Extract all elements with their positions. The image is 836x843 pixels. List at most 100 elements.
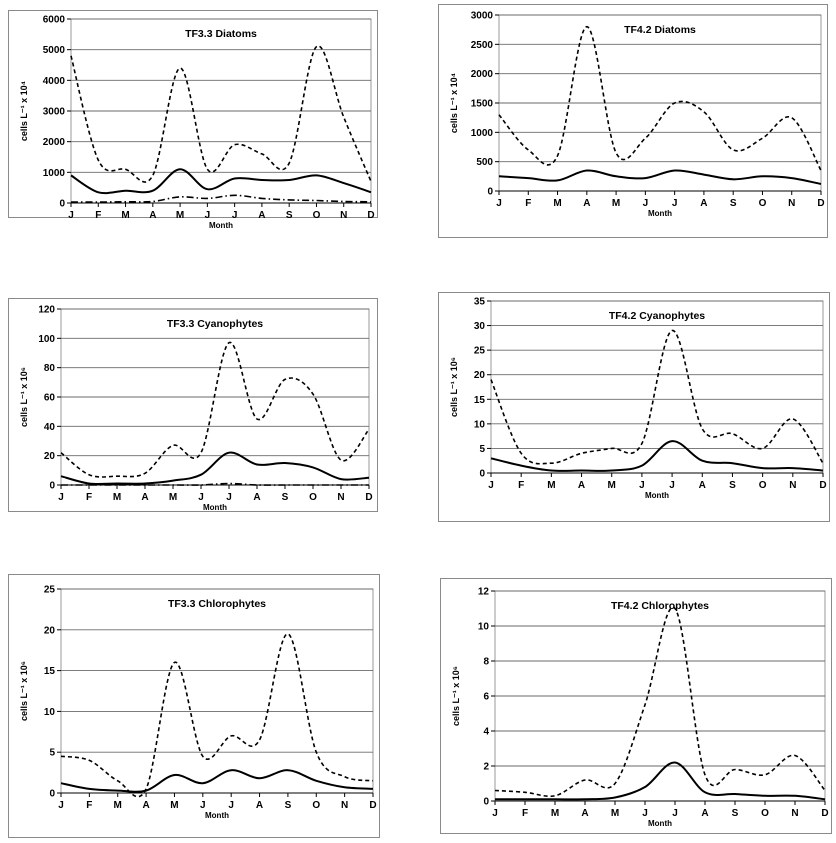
- x-tick-label: N: [341, 800, 348, 811]
- x-tick-label: A: [581, 808, 588, 819]
- x-tick-label: J: [488, 480, 494, 491]
- y-tick-label: 5: [479, 444, 485, 455]
- y-tick-label: 25: [474, 346, 486, 357]
- x-tick-label: S: [730, 198, 737, 209]
- x-tick-label: A: [701, 808, 708, 819]
- series-line-solid: [70, 168, 372, 195]
- plot-area: [490, 300, 824, 474]
- x-tick-label: J: [639, 480, 645, 491]
- x-axis-label: Month: [209, 221, 233, 230]
- y-tick-label: 0: [479, 469, 485, 480]
- series-line-dashed: [60, 633, 374, 798]
- x-tick-label: M: [114, 800, 122, 811]
- x-tick-label: J: [198, 492, 204, 503]
- y-axis-label: cells L⁻¹ x 10⁶: [19, 661, 29, 721]
- x-tick-label: M: [169, 492, 177, 503]
- chart-title: TF4.2 Chlorophytes: [611, 600, 709, 612]
- chart-svg: 0 1000 2000 3000 4000 5000 6000 J F M A M J J A S O N D Mon…: [19, 15, 375, 231]
- x-tick-label: J: [58, 492, 64, 503]
- y-tick-label: 120: [38, 305, 55, 316]
- chart-panel-tf33-diatoms: 0 1000 2000 3000 4000 5000 6000 J F M A M J J A S O N D Mon…: [8, 10, 378, 231]
- y-tick-label: 1000: [471, 128, 494, 139]
- x-tick-label: S: [729, 480, 736, 491]
- chart-title: TF4.2 Cyanophytes: [609, 310, 705, 322]
- x-tick-label: M: [170, 800, 178, 811]
- x-tick-label: O: [312, 800, 320, 811]
- x-tick-label: J: [672, 198, 678, 209]
- series-line-solid: [60, 769, 374, 793]
- y-tick-label: 15: [474, 395, 486, 406]
- x-tick-label: F: [518, 480, 524, 491]
- chart-svg: 0 2 4 6 8 10 12 J F M A M J J A S O N D Month cells L⁻¹ x 10…: [451, 587, 829, 829]
- x-tick-label: J: [205, 210, 211, 221]
- x-tick-label: N: [789, 480, 796, 491]
- y-tick-label: 0: [487, 187, 493, 198]
- y-tick-label: 0: [49, 789, 55, 800]
- chart-panel-tf42-chlorophytes: 0 2 4 6 8 10 12 J F M A M J J A S O N D Month cells L⁻¹ x 10…: [440, 578, 832, 834]
- x-tick-label: D: [365, 492, 372, 503]
- y-tick-label: 100: [38, 334, 55, 345]
- y-tick-label: 20: [44, 451, 56, 462]
- y-tick-label: 4: [483, 727, 489, 738]
- x-axis-label: Month: [645, 491, 669, 500]
- x-tick-label: A: [578, 480, 585, 491]
- y-tick-label: 5: [49, 748, 55, 759]
- chart-svg: 0 5 10 15 20 25 J F M A M J J A S O N D Month cells L⁻¹ x 1…: [19, 585, 377, 821]
- y-axis-label: cells L⁻¹ x 10⁶: [19, 367, 29, 427]
- y-tick-label: 20: [44, 625, 56, 636]
- x-tick-label: J: [68, 210, 74, 221]
- y-axis-label: cells L⁻¹ x 10⁶: [449, 357, 459, 417]
- x-tick-label: M: [612, 198, 620, 209]
- y-tick-label: 3000: [471, 11, 494, 22]
- x-tick-label: J: [669, 480, 675, 491]
- x-tick-label: A: [700, 198, 707, 209]
- y-axis-label: cells L⁻¹ x 10⁴: [449, 73, 459, 133]
- chart-panel-tf33-cyanophytes: 0 20 40 60 80 100 120 J F M A M J J A S O N D Month cells L⁻…: [8, 298, 378, 512]
- x-tick-label: A: [253, 492, 260, 503]
- y-tick-label: 0: [49, 481, 55, 492]
- x-tick-label: A: [583, 198, 590, 209]
- x-tick-label: F: [86, 800, 92, 811]
- x-tick-label: J: [496, 198, 502, 209]
- x-tick-label: O: [761, 808, 769, 819]
- x-tick-label: S: [285, 800, 292, 811]
- y-tick-label: 10: [474, 419, 486, 430]
- y-tick-label: 2: [483, 762, 489, 773]
- y-tick-label: 12: [478, 587, 490, 598]
- chart-title: TF4.2 Diatoms: [624, 24, 696, 36]
- series-line-solid: [495, 761, 826, 801]
- x-tick-label: M: [608, 480, 616, 491]
- x-tick-label: S: [286, 210, 293, 221]
- y-tick-label: 60: [44, 393, 56, 404]
- x-axis-label: Month: [203, 503, 227, 512]
- x-tick-label: J: [58, 800, 64, 811]
- series-line-dashed: [70, 45, 372, 183]
- x-tick-label: A: [258, 210, 265, 221]
- x-tick-label: O: [759, 480, 767, 491]
- x-tick-label: M: [547, 480, 555, 491]
- x-tick-label: J: [672, 808, 678, 819]
- x-tick-label: N: [337, 492, 344, 503]
- x-tick-label: O: [309, 492, 317, 503]
- y-tick-label: 0: [483, 797, 489, 808]
- x-tick-label: D: [819, 480, 826, 491]
- series-line-dashed: [490, 329, 824, 465]
- chart-title: TF3.3 Diatoms: [185, 28, 257, 40]
- series-line-solid: [490, 440, 824, 472]
- x-tick-label: N: [788, 198, 795, 209]
- y-tick-label: 30: [474, 321, 486, 332]
- x-tick-label: M: [611, 808, 619, 819]
- y-tick-label: 5000: [43, 45, 66, 56]
- series-line-solid: [498, 169, 822, 185]
- x-tick-label: D: [369, 800, 376, 811]
- x-tick-label: M: [553, 198, 561, 209]
- x-tick-label: S: [282, 492, 289, 503]
- x-tick-label: S: [732, 808, 739, 819]
- series-line-dashdot: [61, 482, 369, 486]
- x-tick-label: M: [551, 808, 559, 819]
- chart-title: TF3.3 Chlorophytes: [168, 598, 266, 610]
- x-tick-label: F: [522, 808, 528, 819]
- x-tick-label: N: [791, 808, 798, 819]
- series-line-solid: [60, 451, 370, 486]
- y-tick-label: 10: [478, 622, 490, 633]
